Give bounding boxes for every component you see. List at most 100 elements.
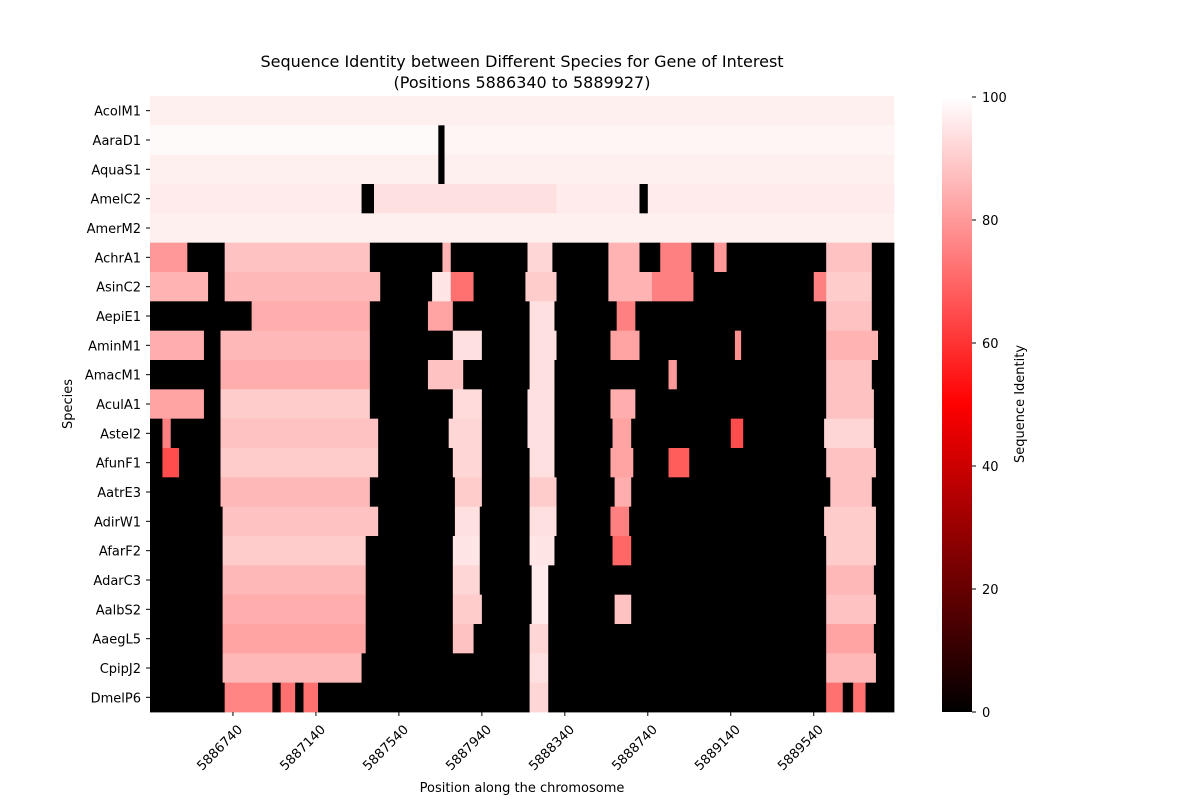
heatmap-cell: [378, 418, 450, 449]
colorbar-tick-label: 20: [982, 583, 999, 598]
colorbar-tick-label: 0: [982, 706, 990, 721]
heatmap-cell: [222, 594, 367, 625]
heatmap-cell: [878, 330, 895, 361]
heatmap-cell: [531, 565, 549, 596]
heatmap-cell: [448, 418, 483, 449]
heatmap-cell: [479, 565, 533, 596]
y-tick-label: AmacM1: [85, 369, 141, 384]
heatmap-cell: [529, 506, 557, 537]
heatmap-cell: [150, 213, 895, 244]
heatmap-cell: [639, 184, 649, 214]
heatmap-cell: [361, 184, 375, 214]
x-tick-label: 5888740: [609, 722, 661, 774]
heatmap-cell: [529, 682, 549, 713]
heatmap-cell: [150, 624, 223, 654]
heatmap-cell: [220, 477, 371, 508]
y-tick-label: AchrA1: [94, 251, 141, 266]
heatmap-cell: [529, 301, 555, 332]
heatmap-cell: [473, 272, 526, 302]
heatmap-cell: [432, 272, 452, 302]
heatmap-cell: [150, 184, 362, 214]
heatmap-cell: [873, 565, 895, 596]
heatmap-cell: [452, 594, 483, 625]
x-tick-label: 5889140: [692, 722, 744, 774]
heatmap-cell: [639, 330, 736, 361]
heatmap-cell: [318, 682, 530, 713]
heatmap-cell: [150, 272, 209, 302]
heatmap-cell: [454, 477, 483, 508]
heatmap-cell: [481, 330, 530, 361]
x-tick-label: 5887940: [443, 722, 495, 774]
heatmap-cell: [222, 653, 362, 684]
heatmap-cell: [162, 418, 172, 449]
heatmap-cell: [668, 360, 678, 390]
heatmap-cell: [660, 242, 692, 273]
heatmap-cell: [631, 536, 827, 566]
heatmap-cell: [527, 418, 555, 449]
y-tick-label: AepiE1: [96, 310, 141, 325]
heatmap-cell: [203, 389, 221, 420]
heatmap-cell: [842, 682, 854, 713]
heatmap-cell: [668, 448, 690, 478]
heatmap-cell: [481, 418, 528, 449]
y-tick-label: AfarF2: [99, 545, 141, 560]
heatmap-cell: [529, 330, 557, 361]
heatmap-cell: [170, 418, 221, 449]
heatmap-cell: [871, 301, 895, 332]
heatmap-cell: [529, 653, 549, 684]
heatmap-cell: [554, 360, 669, 390]
y-tick-label: DmelP6: [91, 691, 141, 706]
heatmap-cell: [635, 301, 827, 332]
heatmap-cell: [481, 389, 528, 420]
heatmap-cell: [452, 624, 474, 654]
heatmap-cell: [875, 448, 895, 478]
heatmap-cell: [730, 418, 744, 449]
heatmap-cell: [629, 506, 825, 537]
heatmap-cell: [639, 242, 661, 273]
y-tick-label: AatrE3: [97, 486, 141, 501]
y-tick-label: AalbS2: [96, 603, 141, 618]
heatmap-cell: [438, 125, 445, 156]
heatmap-cell: [481, 477, 530, 508]
heatmap-cell: [616, 301, 636, 332]
heatmap-cell: [554, 536, 613, 566]
heatmap-cell: [556, 506, 611, 537]
heatmap-cell: [220, 448, 379, 478]
x-tick-label: 5889540: [775, 722, 827, 774]
heatmap-cell: [187, 242, 226, 273]
heatmap-cell: [554, 418, 613, 449]
heatmap-cell: [150, 506, 223, 537]
heatmap-cell: [481, 594, 533, 625]
colorbar-tick-label: 100: [982, 91, 1007, 106]
heatmap-cell: [479, 506, 530, 537]
heatmap-cell: [826, 360, 873, 390]
heatmap-cell: [608, 242, 640, 273]
heatmap-cell: [150, 477, 221, 508]
heatmap-cell: [875, 506, 895, 537]
heatmap-cell: [150, 418, 163, 449]
heatmap-cell: [222, 506, 379, 537]
heatmap-cell: [556, 330, 611, 361]
colorbar: [942, 97, 972, 712]
heatmap-cell: [361, 653, 530, 684]
y-tick-label: AdarC3: [93, 574, 141, 589]
y-tick-label: AminM1: [88, 339, 141, 354]
heatmap-cell: [554, 448, 611, 478]
heatmap-cell: [150, 154, 439, 185]
heatmap-cell: [150, 565, 223, 596]
heatmap-cell: [369, 330, 454, 361]
heatmap-cell: [463, 360, 530, 390]
heatmap-cell: [438, 154, 445, 185]
heatmap-cell: [826, 448, 877, 478]
colorbar-tick-label: 80: [982, 214, 999, 229]
heatmap-cell: [548, 624, 827, 654]
y-tick-label: AmerM2: [87, 222, 141, 237]
heatmap-cell: [529, 536, 555, 566]
heatmap-cell: [826, 389, 875, 420]
heatmap-cell: [871, 477, 895, 508]
heatmap-cell: [369, 360, 429, 390]
heatmap-cell: [452, 389, 483, 420]
heatmap-cell: [374, 184, 557, 214]
heatmap-cell: [826, 272, 873, 302]
heatmap-cell: [826, 624, 875, 654]
